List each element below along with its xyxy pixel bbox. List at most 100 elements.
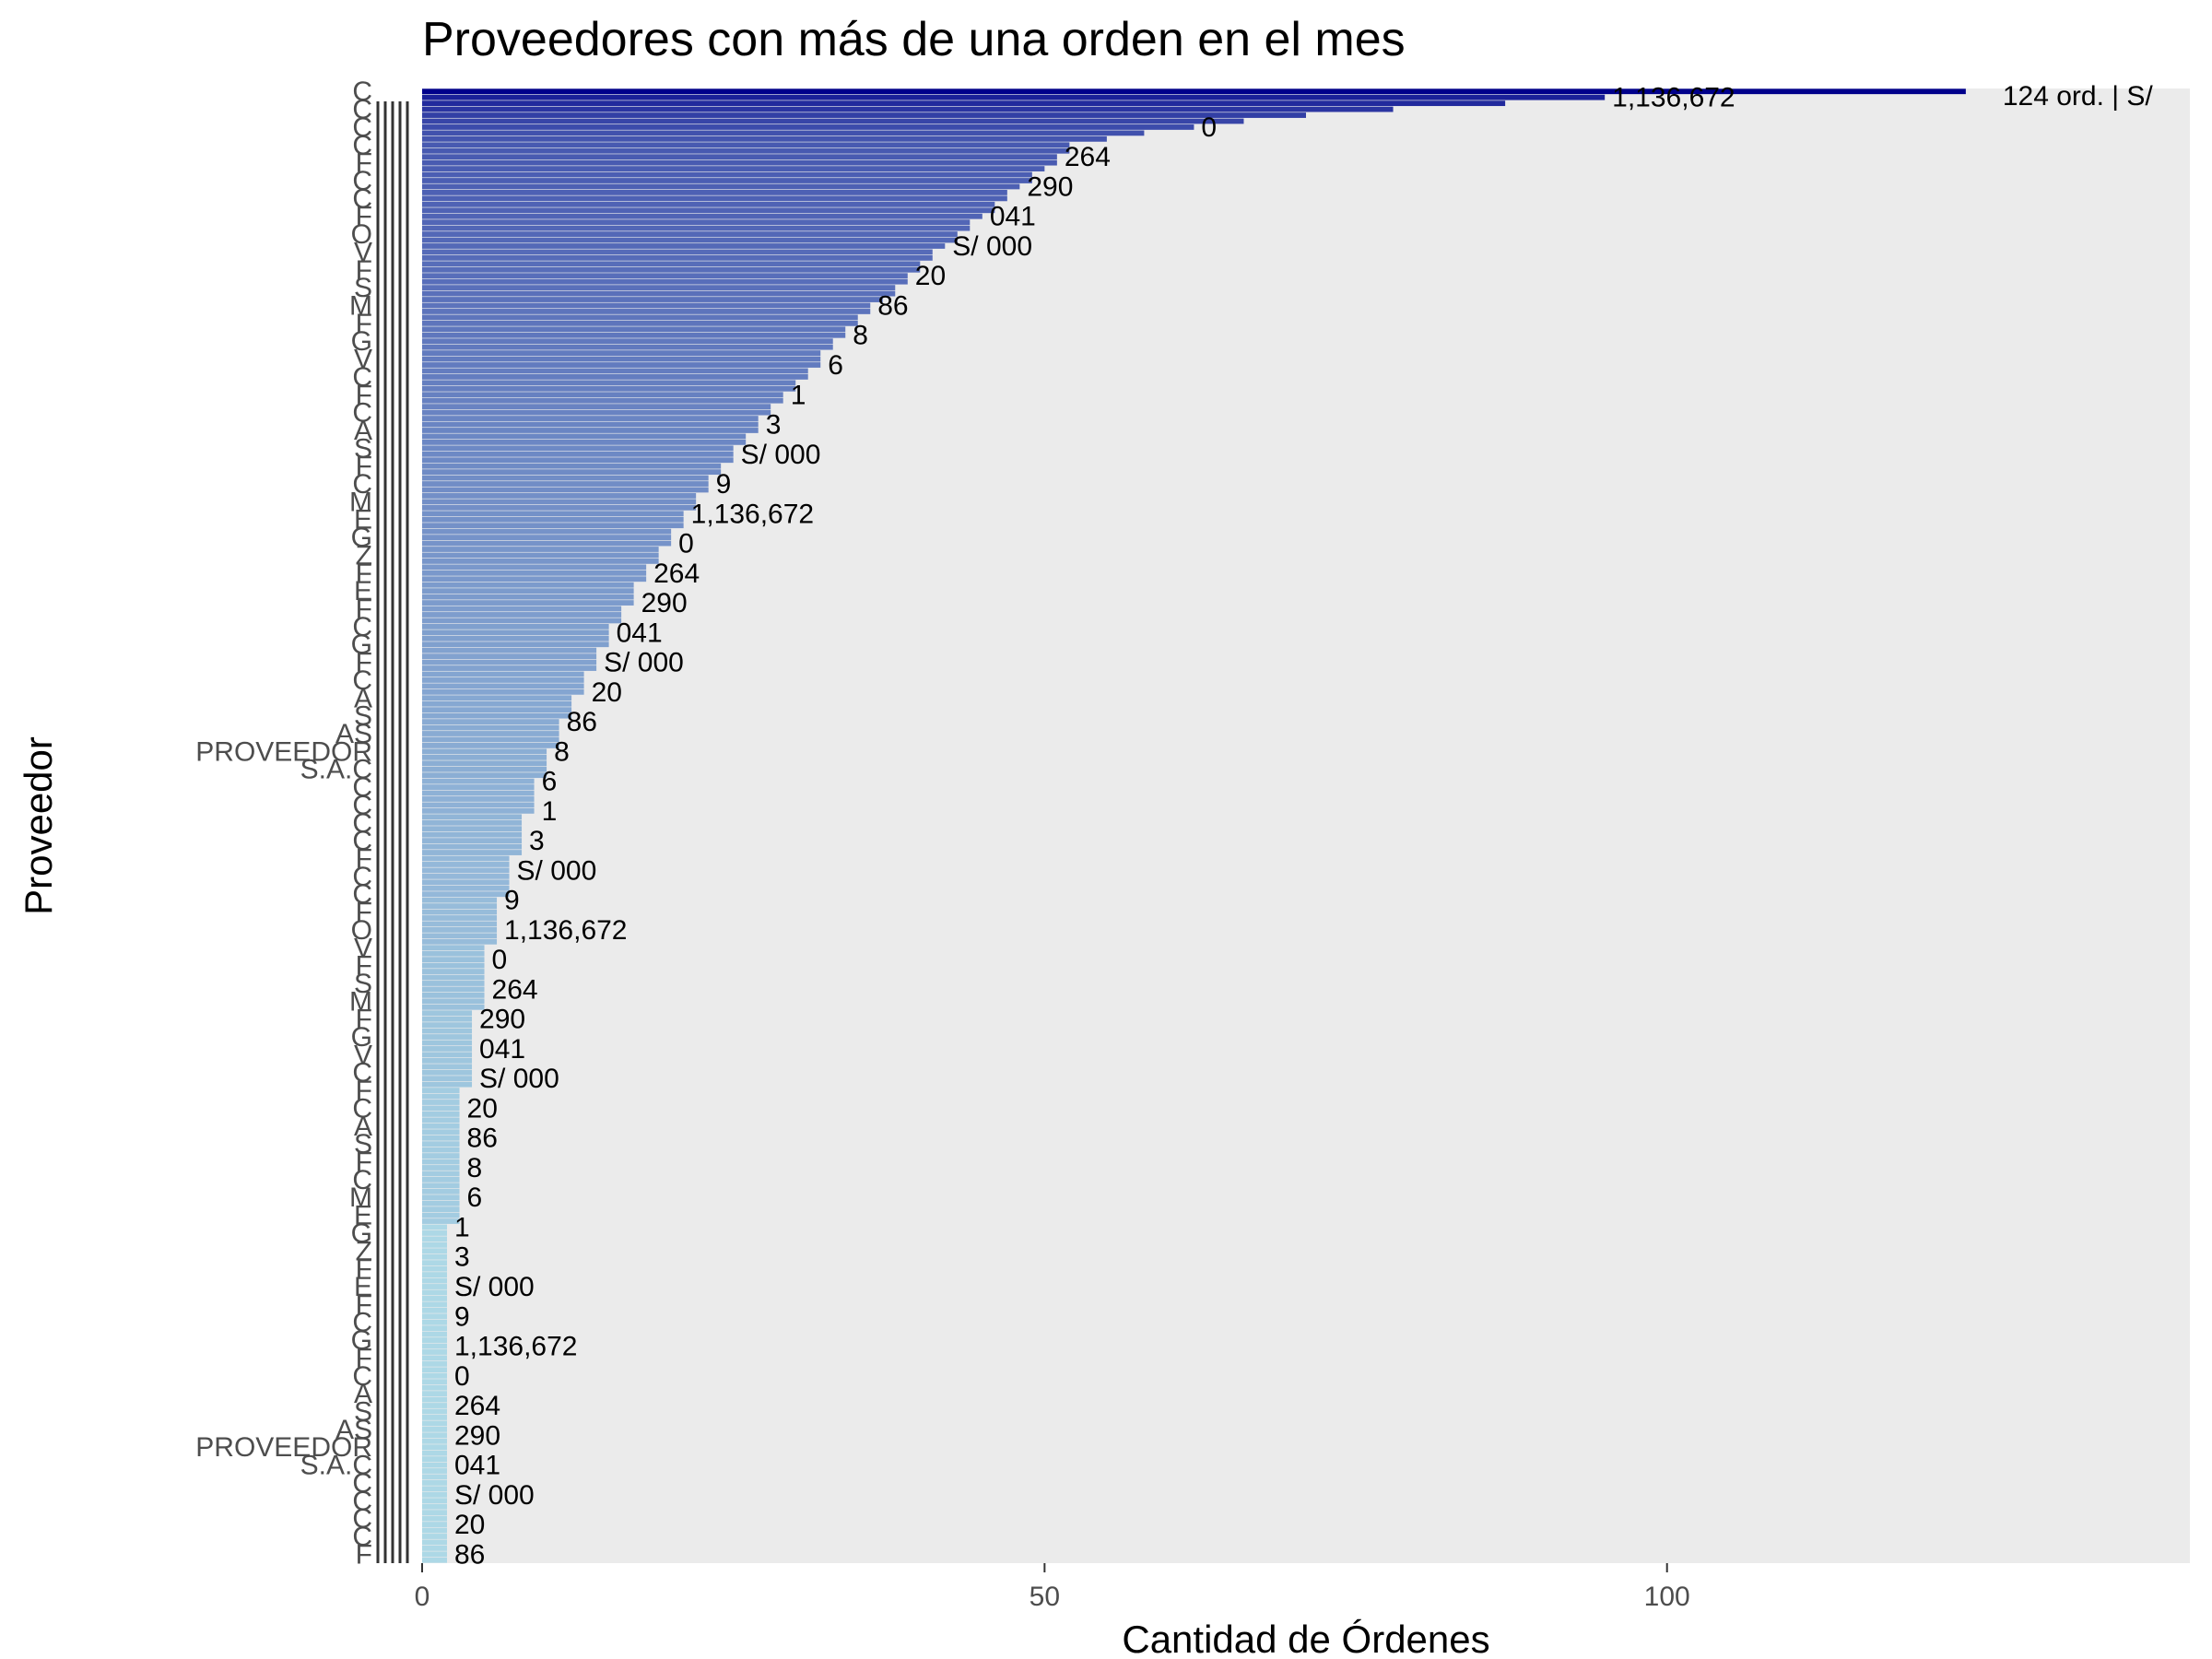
y-tick-label: C [352,1522,372,1552]
y-tick-label: C [352,183,372,214]
bar-value-label: 041 [479,1034,525,1065]
y-tick-label: C [352,469,372,500]
bar [422,570,647,576]
bar [422,112,1306,118]
y-tick-label: F [356,1539,372,1570]
bar [422,981,485,986]
bar [422,380,796,386]
bar [422,409,771,416]
bar [422,909,498,915]
bar [422,1396,448,1403]
y-tick-label: S [354,969,372,999]
bar-value-label: S/ 000 [517,855,597,886]
bar [422,1194,460,1201]
y-tick-label: F [356,1147,372,1178]
bar [422,159,1057,166]
bar [422,397,783,404]
bar [422,843,523,850]
bar [422,1289,448,1296]
bar-value-label: 1 [791,380,806,410]
y-tick-label: F [356,452,372,482]
bar [422,724,559,731]
y-tick-label: A [354,416,372,446]
bar [422,677,584,683]
bar [422,891,510,898]
bar [422,695,572,701]
y-tick-label: M [349,290,372,321]
bar [422,784,535,790]
bar-value-label: 6 [828,350,843,381]
bar [422,499,697,505]
bar [422,481,709,487]
bar [422,374,808,380]
bar-value-label: 041 [617,618,663,648]
bar [422,1088,460,1093]
bar [422,790,535,796]
bar-value-label: S/ 000 [604,648,684,678]
bar [422,1093,460,1100]
bar [422,1230,448,1236]
bar [422,1557,448,1563]
bar [422,1224,448,1230]
bar [422,986,485,993]
y-tick-label: F [356,594,372,625]
y-tick-label: C [352,790,372,820]
bar [422,1277,448,1284]
y-tick-label: E [354,1272,372,1302]
bar [422,855,510,862]
bar-value-label: 20 [467,1093,498,1124]
y-tick-label: C [352,362,372,393]
bar [422,88,1966,95]
bar [422,1403,448,1408]
bar [422,1153,460,1159]
y-tick-label: S.A.C [300,755,372,785]
bar [422,314,858,321]
y-ticks-group [376,101,409,1563]
y-tick-label: G [351,326,372,357]
bar [422,504,697,511]
bar [422,736,559,743]
bar [422,1426,448,1432]
bar [422,1117,460,1124]
bar-value-label: 0 [454,1361,470,1392]
bar [422,1100,460,1105]
y-tick-label: F [356,148,372,179]
bar [422,867,510,874]
bar [422,1159,460,1165]
bar [422,1253,448,1260]
bar [422,688,584,695]
y-tick-label: C [352,612,372,642]
bar [422,1284,448,1289]
y-tick-label: V [354,237,372,267]
bar [422,266,921,273]
bar [422,754,547,760]
bar [422,743,559,748]
bar [422,475,709,481]
y-tick-label: C [352,1058,372,1088]
bar [422,606,622,612]
bar [422,1379,448,1385]
y-tick-label: Z [356,1236,372,1266]
y-tick-label: C [352,1504,372,1535]
bar [422,535,672,540]
bar [422,1343,448,1349]
bar [422,1408,448,1415]
bar [422,511,684,517]
bar [422,463,722,469]
bar [422,94,1606,100]
y-tick-label: O [351,219,372,250]
bar-value-label: 20 [592,677,622,708]
bar [422,796,535,802]
bar [422,629,609,636]
bar [422,957,485,963]
bar [422,862,510,867]
y-tick-label: AS [335,1415,372,1445]
bar [422,588,634,594]
y-tick-label: F [356,1289,372,1320]
y-tick-label: G [351,629,372,660]
bar [422,528,672,535]
bar [422,1241,448,1248]
y-tick-label: F [356,951,372,982]
bar [422,273,908,279]
y-tick-label: C [352,1308,372,1338]
